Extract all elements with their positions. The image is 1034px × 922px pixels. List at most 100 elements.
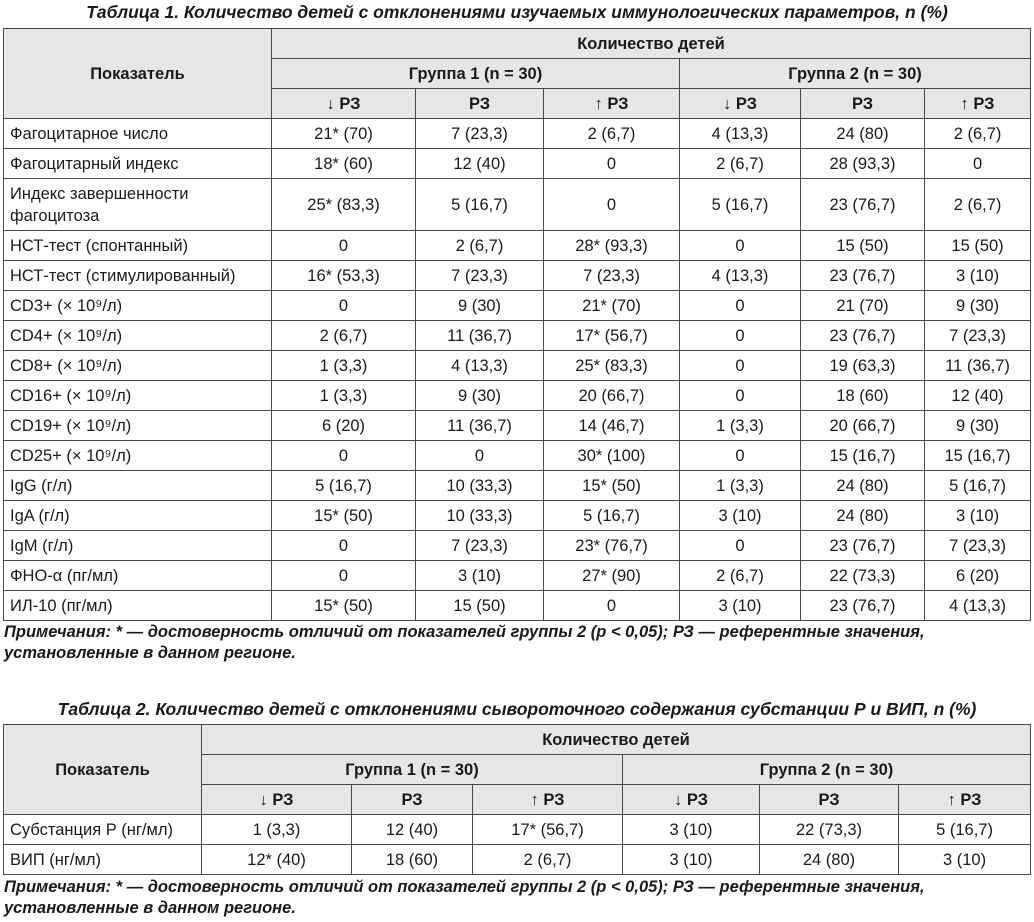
table-cell: 3 (10) xyxy=(679,590,801,621)
table-cell: 3 (10) xyxy=(622,844,760,875)
table-row: CD8+ (× 10⁹/л) 1 (3,3) 4 (13,3) 25* (83,3) 0… xyxy=(3,350,1032,381)
table-cell: 9 (30) xyxy=(923,290,1032,321)
table-cell: 28 (93,3) xyxy=(800,148,925,179)
table-cell: 23 (76,7) xyxy=(800,178,925,231)
subheader-g1-below-rz: ↓ РЗ xyxy=(201,784,352,815)
table-cell: 1 (3,3) xyxy=(679,470,801,501)
table-cell: 9 (30) xyxy=(923,410,1032,441)
table-row: CD19+ (× 10⁹/л) 6 (20) 11 (36,7) 14 (46,7) 1… xyxy=(3,410,1032,441)
table-cell: 7 (23,3) xyxy=(415,260,544,291)
row-label: CD8+ (× 10⁹/л) xyxy=(3,350,272,381)
table-cell: 15* (50) xyxy=(271,590,416,621)
table-cell: 3 (10) xyxy=(897,844,1032,875)
table-cell: 11 (36,7) xyxy=(415,410,544,441)
table-cell: 9 (30) xyxy=(415,380,544,411)
table-cell: 5 (16,7) xyxy=(415,178,544,231)
table-cell: 5 (16,7) xyxy=(923,470,1032,501)
row-label: НСТ-тест (стимулированный) xyxy=(3,260,272,291)
table-cell: 3 (10) xyxy=(415,560,544,591)
table-cell: 21 (70) xyxy=(800,290,925,321)
row-label: CD19+ (× 10⁹/л) xyxy=(3,410,272,441)
header-children-count: Количество детей xyxy=(270,28,1032,59)
table-cell: 3 (10) xyxy=(923,260,1032,291)
table-cell: 28* (93,3) xyxy=(543,230,680,261)
table-cell: 15 (16,7) xyxy=(800,440,925,471)
table-cell: 0 xyxy=(543,590,680,621)
table-cell: 0 xyxy=(679,320,801,351)
table-cell: 23 (76,7) xyxy=(800,260,925,291)
table-cell: 0 xyxy=(271,530,416,561)
table-row: CD25+ (× 10⁹/л) 0 0 30* (100) 0 15 (16,7) 15 (… xyxy=(3,440,1032,471)
table-row: IgM (г/л) 0 7 (23,3) 23* (76,7) 0 23 (76,7) 7 … xyxy=(3,530,1032,561)
table-cell: 27* (90) xyxy=(543,560,680,591)
table-cell: 12 (40) xyxy=(351,814,473,845)
table-cell: 0 xyxy=(679,350,801,381)
table-cell: 11 (36,7) xyxy=(415,320,544,351)
row-label: НСТ-тест (спонтанный) xyxy=(3,230,272,261)
table-cell: 5 (16,7) xyxy=(897,814,1032,845)
subheader-g2-above-rz: ↑ РЗ xyxy=(923,88,1032,119)
table-cell: 25* (83,3) xyxy=(543,350,680,381)
row-label: IgG (г/л) xyxy=(3,470,272,501)
table-cell: 0 xyxy=(271,230,416,261)
table-cell: 20 (66,7) xyxy=(800,410,925,441)
table-cell: 5 (16,7) xyxy=(679,178,801,231)
row-label: Фагоцитарный индекс xyxy=(3,148,272,179)
table-cell: 14 (46,7) xyxy=(543,410,680,441)
table-cell: 3 (10) xyxy=(622,814,760,845)
table-cell: 18 (60) xyxy=(800,380,925,411)
table-cell: 23 (76,7) xyxy=(800,320,925,351)
header-group1: Группа 1 (n = 30) xyxy=(201,754,623,785)
table-cell: 7 (23,3) xyxy=(923,530,1032,561)
table1-note: Примечания: * — достоверность отличий от… xyxy=(4,623,925,662)
table-cell: 24 (80) xyxy=(800,500,925,531)
table-cell: 19 (63,3) xyxy=(800,350,925,381)
table-cell: 0 xyxy=(679,230,801,261)
table-cell: 2 (6,7) xyxy=(923,178,1032,231)
table-cell: 22 (73,3) xyxy=(759,814,899,845)
table-cell: 6 (20) xyxy=(271,410,416,441)
table-cell: 10 (33,3) xyxy=(415,500,544,531)
table-cell: 6 (20) xyxy=(923,560,1032,591)
table2: Показатель Количество детей Группа 1 (n … xyxy=(3,724,1032,875)
table-cell: 0 xyxy=(415,440,544,471)
table-row: ИЛ-10 (пг/мл) 15* (50) 15 (50) 0 3 (10) 23 (7… xyxy=(3,590,1032,621)
header-group2: Группа 2 (n = 30) xyxy=(621,754,1032,785)
subheader-g1-rz: РЗ xyxy=(415,88,544,119)
table-cell: 2 (6,7) xyxy=(472,844,623,875)
table-cell: 15* (50) xyxy=(543,470,680,501)
table-cell: 1 (3,3) xyxy=(201,814,352,845)
table-cell: 23 (76,7) xyxy=(800,590,925,621)
table2-note: Примечания: * — достоверность отличий от… xyxy=(4,878,925,917)
header-group2: Группа 2 (n = 30) xyxy=(678,58,1032,89)
subheader-g2-rz: РЗ xyxy=(759,784,899,815)
table-cell: 7 (23,3) xyxy=(923,320,1032,351)
table-cell: 23* (76,7) xyxy=(543,530,680,561)
table-cell: 0 xyxy=(679,440,801,471)
row-label: ФНО-α (пг/мл) xyxy=(3,560,272,591)
table-cell: 1 (3,3) xyxy=(271,350,416,381)
table-cell: 25* (83,3) xyxy=(271,178,416,231)
table-cell: 0 xyxy=(271,290,416,321)
table-cell: 2 (6,7) xyxy=(543,118,680,149)
row-label: IgM (г/л) xyxy=(3,530,272,561)
table-row: Субстанция Р (нг/мл) 1 (3,3) 12 (40) 17* (5… xyxy=(3,814,1032,845)
table-cell: 1 (3,3) xyxy=(679,410,801,441)
table-cell: 15 (50) xyxy=(923,230,1032,261)
row-label: CD16+ (× 10⁹/л) xyxy=(3,380,272,411)
row-label: Индекс завершенности фагоцитоза xyxy=(3,178,272,231)
subheader-g2-below-rz: ↓ РЗ xyxy=(622,784,760,815)
table-cell: 0 xyxy=(679,290,801,321)
table-cell: 0 xyxy=(543,148,680,179)
table-cell: 15 (50) xyxy=(415,590,544,621)
table-cell: 2 (6,7) xyxy=(415,230,544,261)
subheader-g2-above-rz: ↑ РЗ xyxy=(897,784,1032,815)
table-cell: 12* (40) xyxy=(201,844,352,875)
table-cell: 20 (66,7) xyxy=(543,380,680,411)
header-children-count: Количество детей xyxy=(200,724,1032,755)
table-row: ВИП (нг/мл) 12* (40) 18 (60) 2 (6,7) 3 (10) 2… xyxy=(3,844,1032,875)
row-label: ВИП (нг/мл) xyxy=(3,844,202,875)
row-label: Фагоцитарное число xyxy=(3,118,272,149)
table-row: Фагоцитарное число 21* (70) 7 (23,3) 2 (6,7… xyxy=(3,118,1032,149)
table-row: Индекс завершенности фагоцитоза 25* (83,3… xyxy=(3,178,1032,231)
